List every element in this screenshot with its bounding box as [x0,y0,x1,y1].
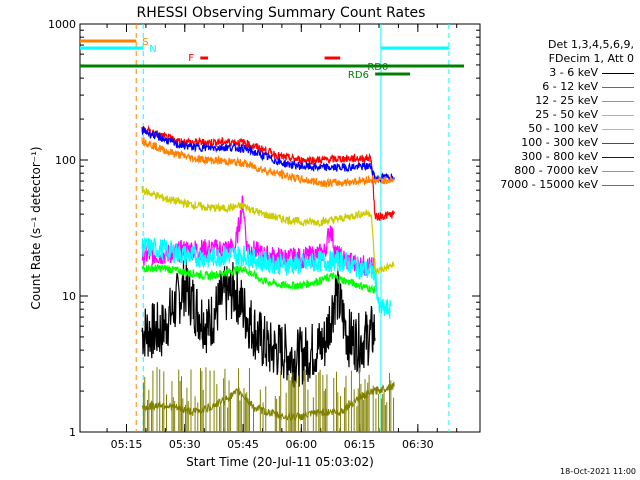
series-line [141,124,395,222]
legend-item: 25 - 50 keV [470,108,638,122]
legend-swatch [602,171,634,172]
legend-swatch [602,73,634,74]
legend-swatch [602,115,634,116]
legend-swatch [602,157,634,158]
legend: Det 1,3,4,5,6,9, FDecim 1, Att 0 3 - 6 k… [470,38,638,192]
y-axis-label: Count Rate (s⁻¹ detector⁻¹) [29,146,43,309]
x-tick-label: 06:30 [402,438,434,451]
legend-swatch [602,129,634,130]
legend-swatch [602,87,634,88]
series-line [141,137,395,189]
plot-frame [79,23,481,433]
legend-swatch [602,101,634,102]
series-line [141,381,395,422]
x-tick-label: 05:15 [111,438,143,451]
x-axis-label: Start Time (20-Jul-11 05:03:02) [186,455,374,469]
legend-label: 7000 - 15000 keV [500,178,598,191]
x-tick-label: 05:45 [227,438,259,451]
legend-header-line2: FDecim 1, Att 0 [548,52,634,65]
series-line [141,126,395,184]
annotation-label-f: F [188,53,194,64]
legend-label: 800 - 7000 keV [514,164,598,177]
legend-label: 3 - 6 keV [549,66,598,79]
y-tick-label: 10 [62,290,76,303]
timestamp: 18-Oct-2021 11:00 [560,467,636,476]
x-tick-label: 06:15 [344,438,376,451]
annotation-label-s: S [142,37,148,48]
legend-item: 3 - 6 keV [470,66,638,80]
legend-swatch [602,143,634,144]
series-line [141,186,395,275]
annotation-label-rd6: RD6 [348,70,369,81]
legend-swatch [602,185,634,186]
legend-label: 25 - 50 keV [535,108,598,121]
legend-item: 800 - 7000 keV [470,164,638,178]
legend-item: 100 - 300 keV [470,136,638,150]
legend-label: 50 - 100 keV [528,122,598,135]
annotation-label-n: N [149,44,156,55]
annotation-label-rd0: RD0 [367,62,388,73]
legend-item: 12 - 25 keV [470,94,638,108]
legend-label: 12 - 25 keV [535,94,598,107]
legend-item: 6 - 12 keV [470,80,638,94]
y-tick-label: 1 [69,426,76,439]
series-line [141,262,376,294]
x-tick-label: 05:30 [169,438,201,451]
x-tick-label: 06:00 [285,438,317,451]
y-tick-label: 100 [55,154,76,167]
legend-label: 100 - 300 keV [521,136,598,149]
legend-item: 300 - 800 keV [470,150,638,164]
legend-label: 300 - 800 keV [521,150,598,163]
legend-item: 7000 - 15000 keV [470,178,638,192]
legend-header-line1: Det 1,3,4,5,6,9, [547,38,634,51]
legend-label: 6 - 12 keV [542,80,598,93]
legend-item: 50 - 100 keV [470,122,638,136]
series-line [141,237,392,319]
series-line [141,259,376,388]
y-tick-label: 1000 [48,18,76,31]
chart-title: RHESSI Observing Summary Count Rates [137,5,426,21]
